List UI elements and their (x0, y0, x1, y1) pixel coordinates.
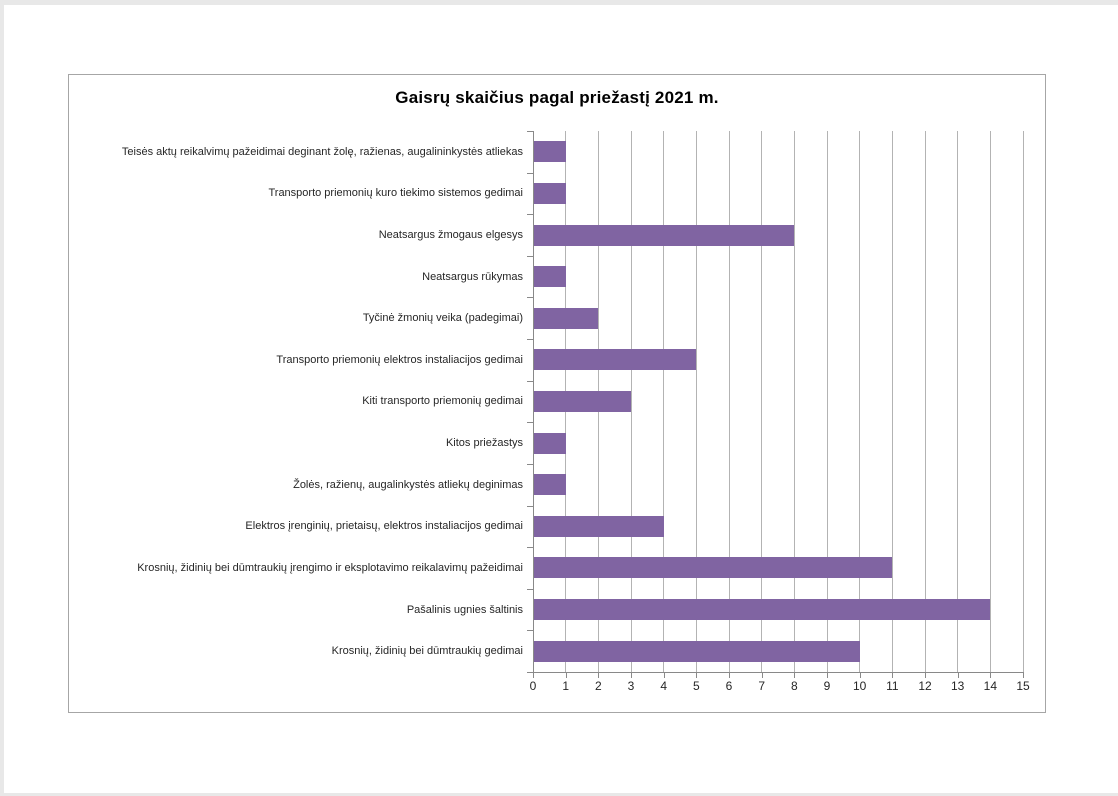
category-tick-mark (527, 630, 533, 631)
category-label: Kitos priežastys (445, 437, 523, 450)
category-tick-mark (527, 214, 533, 215)
gridline (891, 131, 893, 672)
x-tick-label: 0 (529, 679, 537, 693)
gridline (793, 131, 795, 672)
category-label: Elektros įrenginių, prietaisų, elektros … (245, 520, 523, 533)
category-label: Neatsargus žmogaus elgesys (378, 229, 523, 242)
x-tick-mark (892, 672, 893, 678)
bar-4 (533, 307, 599, 329)
bar-3 (533, 266, 566, 288)
bar-2 (533, 224, 795, 246)
x-tick-mark (566, 672, 567, 678)
category-tick-mark (527, 422, 533, 423)
x-tick-label: 5 (692, 679, 700, 693)
bar-7 (533, 432, 566, 454)
category-label: Tyčinė žmonių veika (padegimai) (362, 312, 523, 325)
category-tick-mark (527, 297, 533, 298)
x-tick-label: 11 (886, 679, 899, 693)
gridline (989, 131, 991, 672)
x-tick-mark (696, 672, 697, 678)
page-edge-top (0, 0, 1118, 5)
chart-canvas: Teisės aktų reikalvimų pažeidimai degina… (69, 75, 1045, 712)
category-tick-mark (527, 339, 533, 340)
plot-area (533, 131, 1024, 673)
x-tick-label: 8 (790, 679, 798, 693)
x-tick-label: 7 (758, 679, 765, 693)
x-tick-label: 1 (562, 679, 569, 693)
x-tick-label: 14 (983, 679, 997, 693)
x-tick-mark (664, 672, 665, 678)
gridline (761, 131, 763, 672)
x-tick-label: 3 (627, 679, 635, 693)
gridline (957, 131, 959, 672)
x-tick-mark (729, 672, 730, 678)
category-label: Krosnių, židinių bei dūmtraukių įrengimo… (137, 561, 523, 574)
category-tick-mark (527, 672, 533, 673)
x-tick-mark (533, 672, 534, 678)
category-label: Transporto priemonių kuro tiekimo sistem… (268, 187, 523, 200)
category-tick-mark (527, 589, 533, 590)
bar-6 (533, 391, 631, 412)
x-tick-mark (794, 672, 795, 678)
chart-title: Gaisrų skaičius pagal priežastį 2021 m. (395, 88, 719, 107)
gridline (630, 131, 632, 672)
x-tick-mark (1023, 672, 1024, 678)
x-tick-mark (990, 672, 991, 678)
x-tick-label: 13 (950, 679, 965, 693)
x-tick-label: 6 (725, 679, 733, 693)
x-tick-label: 10 (852, 679, 867, 693)
category-tick-mark (527, 547, 533, 548)
bar-9 (533, 515, 664, 537)
value-axis-line (533, 672, 1023, 673)
bar-1 (533, 182, 566, 204)
x-tick-label: 9 (823, 679, 831, 693)
gridline (1022, 131, 1024, 672)
category-label: Teisės aktų reikalvimų pažeidimai degina… (121, 145, 523, 158)
gridline (695, 131, 697, 672)
page-edge-left (0, 0, 4, 796)
category-tick-mark (527, 256, 533, 257)
category-label: Pašalinis ugnies šaltinis (406, 603, 523, 616)
gridline (663, 131, 665, 672)
gridline (859, 131, 861, 672)
category-axis-line (533, 131, 534, 672)
x-tick-mark (762, 672, 763, 678)
category-tick-mark (527, 173, 533, 174)
x-tick-mark (827, 672, 828, 678)
bar-0 (533, 141, 566, 163)
category-label: Krosnių, židinių bei dūmtraukių gedimai (331, 645, 523, 658)
category-label: Transporto priemonių elektros instaliaci… (276, 353, 523, 366)
category-tick-mark (527, 381, 533, 382)
x-tick-label: 15 (1016, 679, 1030, 693)
category-label: Neatsargus rūkymas (422, 270, 523, 283)
category-label: Žolės, ražienų, augalinkystės atliekų de… (293, 478, 523, 491)
x-tick-mark (958, 672, 959, 678)
gridline (826, 131, 828, 672)
category-tick-mark (527, 506, 533, 507)
x-tick-mark (598, 672, 599, 678)
x-tick-label: 12 (918, 679, 932, 693)
x-tick-mark (631, 672, 632, 678)
category-tick-mark (527, 131, 533, 132)
x-tick-label: 2 (594, 679, 602, 693)
category-tick-mark (527, 464, 533, 465)
gridline (924, 131, 926, 672)
x-tick-mark (860, 672, 861, 678)
x-tick-label: 4 (660, 679, 667, 693)
page-edge-bottom (0, 793, 1118, 796)
bar-12 (533, 640, 860, 662)
chart-frame: Gaisrų skaičius pagal priežastį 2021 m. … (68, 74, 1046, 713)
gridline (728, 131, 730, 672)
bar-10 (533, 557, 893, 579)
category-label: Kiti transporto priemonių gedimai (362, 395, 523, 408)
x-tick-mark (925, 672, 926, 678)
bar-5 (533, 349, 697, 371)
bar-8 (533, 474, 566, 496)
bar-11 (533, 599, 991, 621)
